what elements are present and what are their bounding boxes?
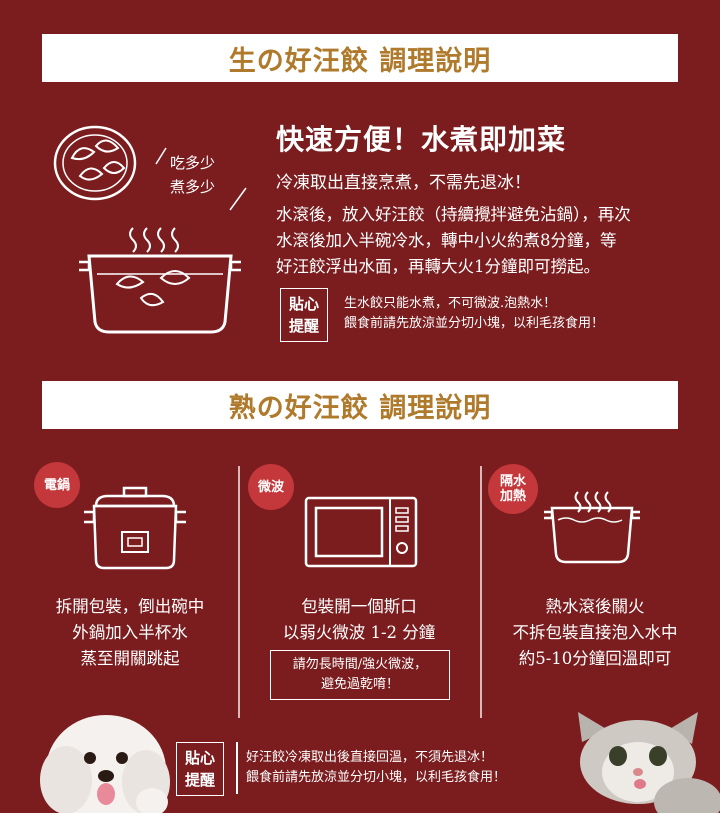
method-badge-hot-water: 隔水 加熱: [488, 464, 538, 514]
method-badge-microwave: 微波: [248, 464, 294, 510]
column-divider: [480, 466, 482, 718]
raw-tip-text: 生水餃只能水煮，不可微波.泡熱水！ 餵食前請先放涼並分切小塊，以利毛孩食用！: [344, 294, 604, 334]
tagline-cook: 煮多少: [170, 178, 216, 196]
dog-illustration: [40, 715, 170, 813]
microwave-steps: 包裝開一個斯口 以弱火微波 1-2 分鐘: [256, 594, 462, 646]
tip-line: 餵食前請先放涼並分切小塊，以利毛孩食用！: [246, 770, 507, 785]
badge-label: 電鍋: [43, 477, 70, 493]
raw-section-title: 生の好汪餃 調理說明: [228, 45, 492, 77]
badge-label: 微波: [257, 479, 284, 495]
tip-line: 好汪餃冷凍取出後直接回溫，不須先退冰！: [246, 750, 494, 765]
badge-label: 加熱: [499, 489, 526, 504]
cooked-tip-text: 好汪餃冷凍取出後直接回溫，不須先退冰！ 餵食前請先放涼並分切小塊，以利毛孩食用！: [246, 748, 506, 788]
step-line: 蒸至開關跳起: [80, 649, 180, 668]
microwave-warning: 請勿長時間/強火微波， 避免過乾唷！: [270, 650, 450, 700]
column-divider: [238, 466, 240, 718]
raw-instructions: 水滾後，放入好汪餃（持續攪拌避免沾鍋），再次 水滾後加入半碗冷水，轉中小火約煮8…: [276, 202, 631, 280]
tip-divider: [236, 742, 238, 794]
tip-label-line: 提醒: [184, 771, 215, 789]
raw-section-banner: 生の好汪餃 調理說明: [42, 34, 678, 82]
boiling-pot-icon: [79, 227, 241, 334]
cooked-section-banner: 熟の好汪餃 調理說明: [42, 381, 678, 429]
hot-water-pot-icon: [544, 491, 640, 564]
cooked-section-title: 熟の好汪餃 調理說明: [228, 392, 492, 424]
microwave-icon: [304, 496, 418, 568]
warning-line: 請勿長時間/強火微波，: [292, 657, 428, 672]
tip-label-line: 貼心: [184, 749, 215, 767]
raw-subheading: 冷凍取出直接烹煮，不需先退冰！: [276, 173, 531, 193]
step-line: 拆開包裝，倒出碗中: [55, 597, 205, 616]
step-line: 以弱火微波 1-2 分鐘: [282, 623, 436, 642]
tip-label-line: 貼心: [288, 295, 319, 313]
raw-instruction-line: 水滾後，放入好汪餃（持續攪拌避免沾鍋），再次: [276, 205, 631, 224]
method-badge-rice-cooker: 電鍋: [34, 462, 80, 508]
raw-heading: 快速方便！水煮即加菜: [276, 123, 567, 156]
raw-tip-label: 貼心 提醒: [280, 288, 328, 342]
step-line: 約5-10分鐘回溫即可: [518, 649, 672, 668]
raw-instruction-line: 好汪餃浮出水面，再轉大火1分鐘即可撈起。: [276, 257, 600, 276]
tagline-slash-icon: [155, 147, 247, 211]
warning-line: 避免過乾唷！: [320, 677, 399, 692]
raw-instruction-line: 水滾後加入半碗冷水，轉中小火約煮8分鐘，等: [276, 231, 617, 250]
step-line: 包裝開一個斯口: [301, 597, 417, 616]
step-line: 熱水滾後關火: [545, 597, 645, 616]
tip-line: 生水餃只能水煮，不可微波.泡熱水！: [344, 296, 557, 311]
rice-cooker-icon: [84, 486, 186, 570]
hot-water-steps: 熱水滾後關火 不拆包裝直接泡入水中 約5-10分鐘回溫即可: [490, 594, 700, 672]
tagline-eat: 吃多少: [170, 154, 216, 172]
tip-label-line: 提醒: [288, 317, 319, 335]
tip-line: 餵食前請先放涼並分切小塊，以利毛孩食用！: [344, 316, 605, 331]
step-line: 外鍋加入半杯水: [72, 623, 188, 642]
dumpling-plate-icon: [53, 125, 137, 201]
badge-label: 隔水: [499, 474, 526, 489]
cooked-tip-label: 貼心 提醒: [176, 742, 224, 796]
step-line: 不拆包裝直接泡入水中: [512, 623, 678, 642]
cat-illustration: [578, 712, 720, 813]
rice-cooker-steps: 拆開包裝，倒出碗中 外鍋加入半杯水 蒸至開關跳起: [30, 594, 230, 672]
